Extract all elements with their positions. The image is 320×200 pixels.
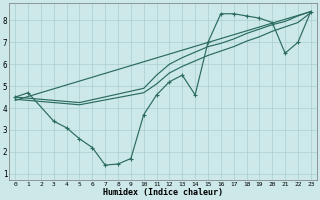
X-axis label: Humidex (Indice chaleur): Humidex (Indice chaleur) [103, 188, 223, 197]
